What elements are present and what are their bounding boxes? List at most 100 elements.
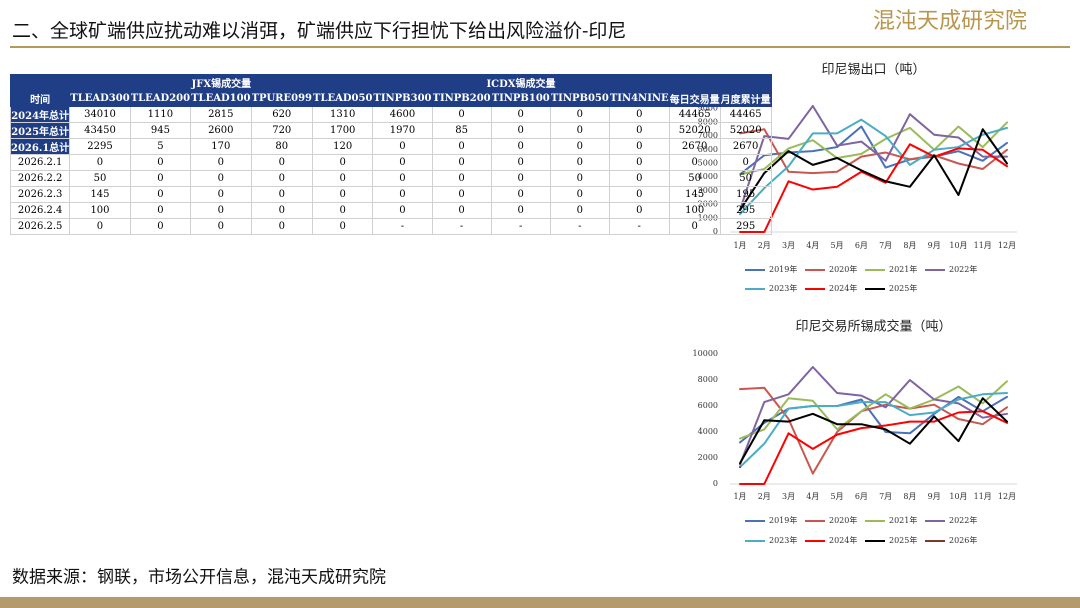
x-tick-label: 11月: [974, 241, 992, 250]
table-cell: 0: [431, 154, 492, 171]
x-tick-label: 9月: [928, 492, 941, 501]
legend-label: 2023年: [769, 535, 797, 545]
row-label: 2026.2.2: [9, 170, 71, 187]
column-header: TLEAD100: [190, 90, 252, 107]
legend-label: 2026年: [949, 535, 977, 545]
table-cell: 0: [549, 170, 610, 187]
table-cell: 0: [190, 202, 252, 219]
table-cell: 0: [431, 138, 492, 155]
table-cell: 52020: [719, 122, 772, 139]
table-cell: 0: [69, 218, 131, 235]
table-cell: 0: [311, 218, 374, 235]
x-tick-label: 2月: [758, 241, 771, 250]
x-tick-label: 5月: [831, 241, 844, 250]
series-line: [739, 128, 1008, 212]
table-cell: 2670: [719, 138, 772, 155]
x-tick-label: 2月: [758, 492, 771, 501]
y-tick-label: 6000: [698, 401, 718, 410]
table-cell: -: [549, 218, 610, 235]
bottom-band: [0, 597, 1080, 608]
table-cell: 0: [372, 202, 433, 219]
table-cell: 2295: [69, 138, 131, 155]
table-cell: 50: [69, 170, 131, 187]
table-cell: 2670: [668, 138, 721, 155]
table-cell: 50: [719, 170, 772, 187]
row-label: 2024年总计: [9, 106, 71, 123]
table-cell: 1110: [129, 106, 192, 123]
table-cell: 4600: [372, 106, 433, 123]
series-line: [739, 118, 1008, 216]
legend-label: 2022年: [949, 515, 977, 525]
column-header: TLEAD300: [69, 90, 131, 107]
x-tick-label: 10月: [949, 241, 967, 250]
table-cell: 0: [719, 154, 772, 171]
table-cell: 0: [190, 186, 252, 203]
table-cell: 0: [490, 122, 551, 139]
legend-label: 2020年: [829, 515, 857, 525]
x-tick-label: 8月: [903, 241, 916, 250]
table-cell: 0: [608, 202, 670, 219]
legend-label: 2021年: [889, 515, 917, 525]
table-cell: 0: [431, 170, 492, 187]
y-tick-label: 10000: [693, 349, 718, 358]
table-cell: 100: [69, 202, 131, 219]
column-header: TLEAD050: [311, 90, 374, 107]
x-tick-label: 9月: [928, 241, 941, 250]
x-tick-label: 6月: [855, 492, 868, 501]
table-cell: 52020: [668, 122, 721, 139]
table-cell: 2815: [190, 106, 252, 123]
table-cell: 0: [549, 106, 610, 123]
table-cell: 0: [490, 186, 551, 203]
table-cell: 0: [490, 170, 551, 187]
table-cell: 0: [129, 170, 192, 187]
legend-label: 2025年: [889, 283, 917, 293]
table-cell: 720: [250, 122, 313, 139]
table-cell: 0: [250, 186, 313, 203]
table-cell: 0: [250, 154, 313, 171]
column-header: TLEAD200: [129, 90, 192, 107]
table-cell: 0: [549, 138, 610, 155]
legend-label: 2025年: [889, 535, 917, 545]
table-cell: 0: [490, 138, 551, 155]
x-tick-label: 10月: [949, 492, 967, 501]
series-line: [739, 104, 1008, 212]
table-cell: 0: [190, 154, 252, 171]
table-cell: 0: [608, 138, 670, 155]
x-tick-label: 6月: [855, 241, 868, 250]
x-tick-label: 4月: [806, 492, 819, 501]
table-cell: 0: [549, 202, 610, 219]
table-cell: 0: [372, 186, 433, 203]
row-label: 2026.2.4: [9, 202, 71, 219]
table-cell: 0: [372, 170, 433, 187]
blank-cell: [668, 74, 772, 91]
table-cell: -: [608, 218, 670, 235]
row-label: 2026.2.1: [9, 154, 71, 171]
y-tick-label: 8000: [698, 375, 718, 384]
table-cell: 0: [190, 218, 252, 235]
table-cell: 0: [129, 154, 192, 171]
table-cell: 0: [311, 170, 374, 187]
table-cell: 620: [250, 106, 313, 123]
column-header: TPURE099: [250, 90, 313, 107]
column-header: TINPB050: [549, 90, 610, 107]
row-label: 2026.2.5: [9, 218, 71, 235]
x-tick-label: 12月: [998, 241, 1016, 250]
table-cell: 295: [719, 202, 772, 219]
row-label: 2025年总计: [9, 122, 71, 139]
table-cell: 44465: [719, 106, 772, 123]
x-tick-label: 1月: [733, 241, 746, 250]
slide-title: 二、全球矿端供应扰动难以消弭，矿端供应下行担忧下给出风险溢价-印尼: [12, 20, 626, 42]
table-cell: 2600: [190, 122, 252, 139]
table-cell: 0: [668, 154, 721, 171]
table-cell: 0: [311, 202, 374, 219]
y-tick-label: 0: [713, 479, 718, 488]
column-header: 月度累计量: [719, 90, 772, 107]
table-cell: 0: [608, 170, 670, 187]
column-header: TINPB100: [490, 90, 551, 107]
table-cell: 0: [608, 154, 670, 171]
series-line: [739, 121, 1008, 176]
column-header: 每日交易量: [668, 90, 721, 107]
legend-label: 2024年: [829, 535, 857, 545]
legend-label: 2019年: [769, 515, 797, 525]
x-tick-label: 5月: [831, 492, 844, 501]
